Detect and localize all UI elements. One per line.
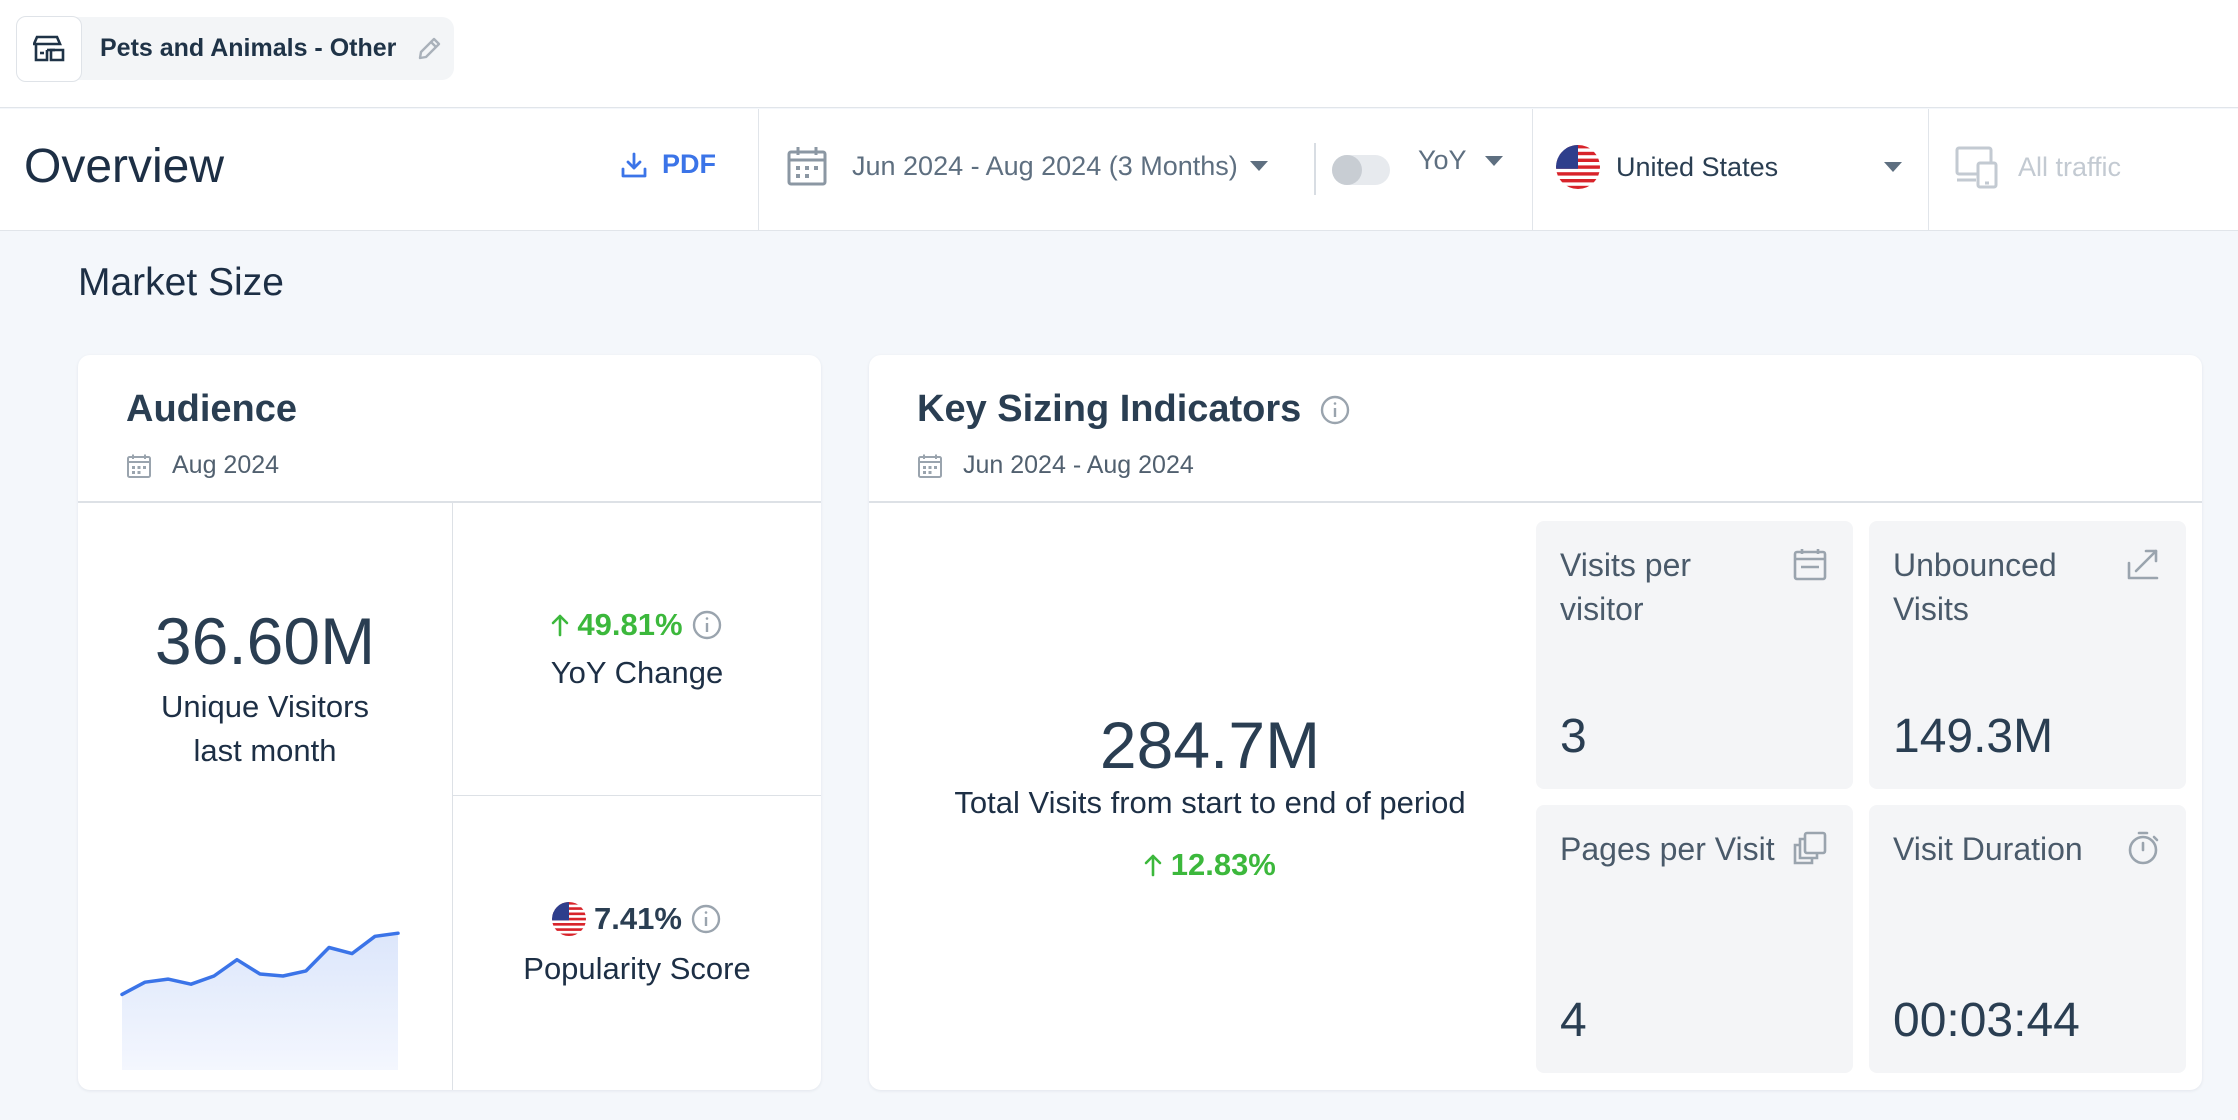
section-title: Market Size xyxy=(78,261,284,304)
card-title: Audience xyxy=(126,388,298,430)
chevron-down-icon xyxy=(1249,161,1268,171)
key-sizing-card: Key Sizing Indicators Jun 2024 - Aug 202… xyxy=(869,355,2202,1090)
card-divider xyxy=(869,501,2202,503)
pencil-icon[interactable] xyxy=(416,36,442,62)
total-visits-value: 284.7M xyxy=(1099,708,1321,782)
breadcrumb-label: Pets and Animals - Other xyxy=(100,34,397,62)
tile-value: 149.3M xyxy=(1893,710,2054,763)
top-bar: Pets and Animals - Other xyxy=(0,0,2238,108)
calendar-icon xyxy=(918,454,942,478)
tile-label: Unbounced Visits xyxy=(1893,543,2057,631)
storefront-icon xyxy=(16,15,82,82)
sparkline-line xyxy=(120,931,400,997)
unbounced-visits-tile: Unbounced Visits 149.3M xyxy=(1869,521,2186,789)
country-label: United States xyxy=(1616,151,1779,182)
tile-label-line: visitor xyxy=(1560,591,1644,627)
us-flag-icon xyxy=(552,902,587,936)
unique-visitors-label: Unique Visitors last month xyxy=(78,685,452,773)
info-icon[interactable] xyxy=(1319,394,1351,426)
cell-divider xyxy=(453,795,821,796)
card-date-label: Aug 2024 xyxy=(172,451,280,479)
date-range-label: Jun 2024 - Aug 2024 (3 Months) xyxy=(852,150,1238,181)
traffic-label: All traffic xyxy=(2018,151,2122,182)
unique-visitors-label-text: Unique Visitors last month xyxy=(161,689,369,768)
pdf-download-button[interactable]: PDF xyxy=(620,149,716,180)
toolbar: Overview PDF Jun 2024 - Aug 2024 (3 Mont… xyxy=(0,109,2238,231)
yoy-change-label: YoY Change xyxy=(550,655,724,690)
popularity-score-label: Popularity Score xyxy=(523,951,751,986)
stopwatch-icon xyxy=(2128,831,2159,865)
tile-value: 3 xyxy=(1560,710,1587,763)
chevron-down-icon xyxy=(1884,162,1902,172)
breadcrumb[interactable]: Pets and Animals - Other xyxy=(16,15,454,82)
calendar-icon xyxy=(127,454,151,478)
tile-label-line: Unbounced xyxy=(1893,547,2057,583)
yoy-change-text: 49.81% xyxy=(577,607,683,642)
sparkline-area xyxy=(122,933,398,1070)
yoy-change-value: 49.81% xyxy=(453,607,821,643)
popularity-score-value: 7.41% xyxy=(453,901,821,937)
toolbar-divider xyxy=(1314,143,1316,195)
date-range-picker[interactable]: Jun 2024 - Aug 2024 (3 Months) xyxy=(786,145,1268,187)
unique-visitors-value: 36.60M xyxy=(154,604,376,678)
card-date: Aug 2024 xyxy=(126,451,279,480)
tile-label: Pages per Visit xyxy=(1560,831,1775,867)
popularity-score-text: 7.41% xyxy=(594,901,682,936)
traffic-source-dropdown[interactable]: All traffic xyxy=(1954,145,2121,189)
compare-label: YoY xyxy=(1418,145,1467,175)
total-visits-change: 12.83% xyxy=(869,847,1551,883)
visitors-trend-sparkline xyxy=(120,931,400,1070)
us-flag-icon xyxy=(1556,145,1600,189)
tile-value: 4 xyxy=(1560,994,1587,1047)
chevron-down-icon xyxy=(1484,155,1503,166)
card-title: Key Sizing Indicators xyxy=(917,388,1351,431)
info-icon[interactable] xyxy=(691,609,723,641)
tile-label-line: Visits xyxy=(1893,591,1969,627)
toggle-knob xyxy=(1332,155,1362,185)
compare-toggle[interactable] xyxy=(1332,155,1390,185)
pdf-label: PDF xyxy=(662,149,716,179)
tile-value: 00:03:44 xyxy=(1893,994,2080,1047)
card-date-label: Jun 2024 - Aug 2024 xyxy=(963,451,1194,479)
calendar-page-icon xyxy=(1793,549,1827,581)
download-icon xyxy=(621,152,647,177)
total-visits-label: Total Visits from start to end of period xyxy=(954,785,1466,820)
arrow-up-icon xyxy=(1144,854,1162,877)
card-divider xyxy=(78,501,821,503)
audience-card: Audience Aug 2024 36.60M Unique Visitors… xyxy=(78,355,821,1090)
tile-label: Visits per visitor xyxy=(1560,543,1691,631)
card-date: Jun 2024 - Aug 2024 xyxy=(917,451,1194,480)
visit-duration-tile: Visit Duration 00:03:44 xyxy=(1869,805,2186,1073)
tile-label-line: Visits per xyxy=(1560,547,1692,583)
pages-per-visit-tile: Pages per Visit 4 xyxy=(1536,805,1853,1073)
trend-arrow-icon xyxy=(2127,549,2159,580)
arrow-up-icon xyxy=(552,614,569,637)
card-title-text: Key Sizing Indicators xyxy=(917,388,1302,430)
copy-pages-icon xyxy=(1793,831,1827,865)
country-dropdown[interactable]: United States xyxy=(1556,145,1902,189)
cell-divider xyxy=(452,503,453,1090)
devices-icon xyxy=(1955,146,1998,189)
toolbar-divider xyxy=(1532,109,1533,231)
info-icon[interactable] xyxy=(690,903,722,935)
tile-label: Visit Duration xyxy=(1893,831,2083,867)
compare-period-dropdown[interactable]: YoY xyxy=(1418,145,1503,176)
calendar-icon xyxy=(787,147,827,186)
toolbar-divider xyxy=(1928,109,1929,231)
total-visits-change-text: 12.83% xyxy=(1170,847,1276,882)
page-title: Overview xyxy=(24,140,225,193)
visits-per-visitor-tile: Visits per visitor 3 xyxy=(1536,521,1853,789)
toolbar-divider xyxy=(758,109,759,231)
